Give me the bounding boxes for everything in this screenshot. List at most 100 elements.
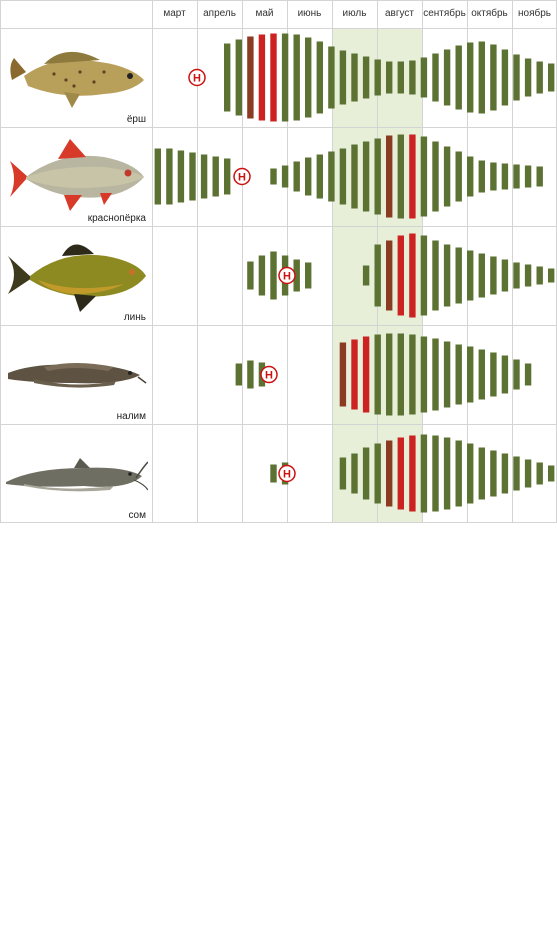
month-label: октябрь: [471, 8, 508, 19]
activity-bar: [293, 34, 300, 121]
spawn-marker-letter: Н: [238, 172, 246, 184]
activity-bar: [154, 148, 161, 205]
activity-bar: [281, 165, 289, 188]
activity-bar: [374, 334, 381, 415]
activity-bar: [270, 33, 277, 122]
activity-bar: [409, 60, 416, 95]
month-label: сентябрь: [423, 8, 466, 19]
activity-bar: [386, 440, 393, 507]
activity-bar: [478, 253, 485, 298]
activity-bar: [386, 333, 393, 416]
fish-row-rudd: краснопёрка Н: [0, 127, 557, 226]
activity-bar: [200, 154, 208, 199]
activity-bar: [478, 349, 485, 400]
activity-bar: [305, 37, 312, 118]
activity-bar: [536, 61, 543, 94]
spawn-marker-letter: Н: [193, 73, 201, 85]
activity-bar: [328, 46, 335, 109]
activity-bar: [501, 259, 509, 292]
activity-bar: [432, 141, 439, 212]
activity-bar: [536, 166, 543, 187]
month-label: август: [385, 8, 414, 19]
activity-bar: [386, 61, 393, 94]
activity-bar: [224, 158, 231, 195]
spawn-marker-circle: [188, 68, 206, 87]
activity-bar: [443, 244, 451, 307]
activity-bar: [490, 44, 497, 111]
activity-bar: [224, 43, 231, 112]
activity-bar: [432, 338, 439, 411]
activity-bar: [409, 233, 416, 318]
activity-bar: [362, 336, 370, 413]
activity-bar: [374, 443, 381, 504]
activity-bar: [189, 152, 196, 201]
activity-bar: [548, 268, 555, 283]
activity-bar: [351, 339, 358, 410]
spawn-marker-letter: Н: [265, 370, 273, 382]
activity-bars: Н: [235, 333, 532, 416]
activity-bar: [501, 355, 509, 394]
spawn-marker: Н: [260, 365, 278, 384]
activity-bar: [501, 49, 509, 106]
activity-bars: Н: [154, 134, 543, 219]
activity-bar: [524, 58, 532, 97]
activity-bar: [351, 144, 358, 209]
activity-bar: [258, 34, 266, 121]
activity-bar: [432, 240, 439, 311]
activity-bar: [524, 165, 532, 188]
month-label: март: [163, 8, 186, 19]
activity-bar: [362, 141, 370, 212]
activity-bar: [455, 247, 462, 304]
fish-name-label: ёрш: [126, 114, 146, 125]
activity-bar: [524, 459, 532, 488]
activity-bar: [305, 262, 312, 289]
activity-bar: [328, 151, 335, 202]
activity-bars: Н: [247, 233, 555, 318]
activity-bar: [397, 61, 404, 94]
fish-row-ruffe: ёрш Н: [0, 28, 557, 127]
activity-bar: [212, 156, 219, 197]
activity-bar: [420, 235, 428, 316]
activity-bar: [467, 346, 474, 403]
spawn-marker: Н: [278, 464, 296, 483]
activity-bar: [247, 36, 254, 119]
activity-bar: [420, 57, 428, 98]
fish-cell: линь: [0, 226, 152, 325]
spawn-marker: Н: [278, 266, 296, 285]
fish-cell: краснопёрка: [0, 127, 152, 226]
activity-bar: [386, 240, 393, 311]
activity-bar: [443, 341, 451, 408]
activity-bar: [339, 50, 347, 105]
activity-bar: [247, 261, 254, 290]
month-label: апрель: [203, 8, 236, 19]
fish-activity-calendar: март апрель май июнь июль август сентябрь октяб…: [0, 0, 557, 523]
activity-bar: [467, 250, 474, 301]
tench-fish-icon: [8, 244, 146, 312]
activity-bar: [386, 135, 393, 218]
activity-bar: [235, 39, 242, 116]
activity-bar: [548, 465, 555, 482]
activity-bar: [339, 457, 347, 490]
activity-bar: [247, 360, 254, 389]
activity-bar: [397, 134, 404, 219]
activity-bar: [455, 344, 462, 405]
activity-bar: [548, 63, 555, 92]
activity-bar: [166, 148, 173, 205]
burbot-fish-icon: [8, 363, 147, 388]
spawn-marker: Н: [233, 167, 251, 186]
catfish-fish-icon: [6, 458, 148, 492]
activity-bar: [316, 41, 323, 114]
activity-bar: [490, 450, 497, 497]
spawn-marker-circle: [278, 464, 296, 483]
activity-bar: [501, 163, 509, 190]
activity-bar: [513, 262, 520, 289]
fish-name-label: краснопёрка: [87, 213, 146, 224]
spawn-marker-circle: [278, 266, 296, 285]
activity-bar: [374, 244, 381, 307]
activity-bar: [258, 255, 266, 296]
activity-bar: [467, 443, 474, 504]
fish-name-label: сом: [128, 510, 146, 521]
activity-bar: [339, 342, 347, 407]
activity-bar: [316, 154, 323, 199]
month-label: июнь: [297, 8, 322, 19]
